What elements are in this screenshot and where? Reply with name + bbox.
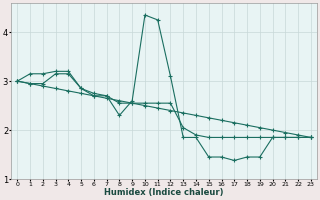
- X-axis label: Humidex (Indice chaleur): Humidex (Indice chaleur): [104, 188, 224, 197]
